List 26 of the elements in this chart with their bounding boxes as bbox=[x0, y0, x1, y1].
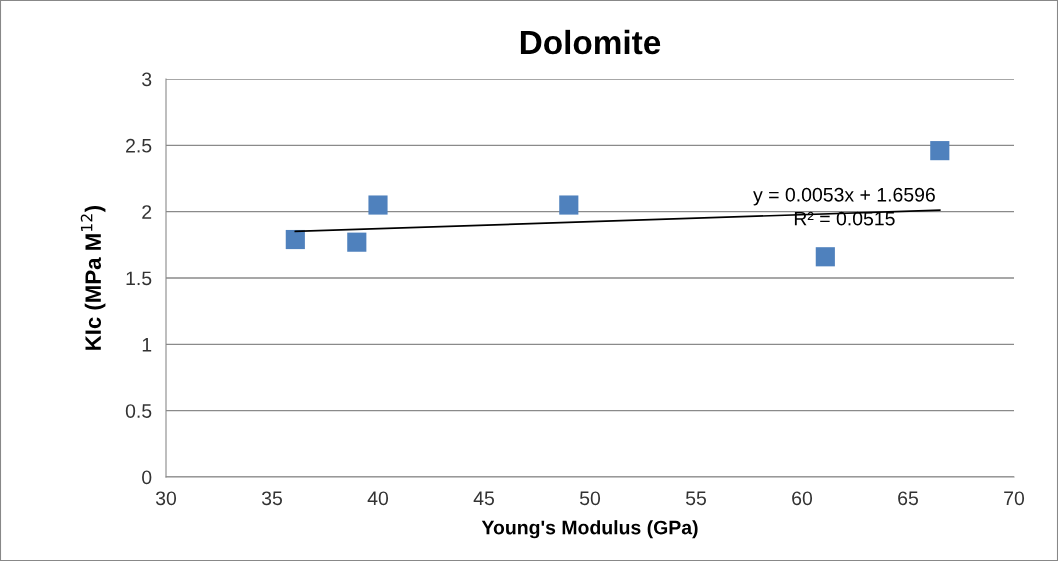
x-tick-label: 40 bbox=[367, 491, 389, 506]
y-axis-title: KIc (MPa M$^{12}$) bbox=[80, 205, 106, 350]
x-tick-label: 30 bbox=[155, 491, 177, 506]
x-tick-label: 60 bbox=[792, 491, 813, 506]
y-tick-label: 0.5 bbox=[125, 404, 152, 418]
y-tick-label: 3 bbox=[142, 72, 152, 87]
point bbox=[930, 141, 950, 161]
y-tick-label: 1 bbox=[142, 338, 152, 352]
point bbox=[368, 195, 388, 215]
y-tick-label: 2.5 bbox=[126, 138, 152, 153]
y-tick-label: 2 bbox=[142, 205, 152, 219]
x-tick-label: 55 bbox=[685, 491, 706, 506]
x-tick-label: 45 bbox=[473, 491, 494, 506]
point bbox=[815, 247, 835, 267]
x-tick-label: 70 bbox=[1004, 491, 1025, 506]
y-tick-label: 1.5 bbox=[126, 271, 152, 286]
x-tick-label: 35 bbox=[261, 491, 282, 506]
y-tick-label: 0 bbox=[142, 470, 152, 485]
x-axis-title: Young's Modulus (GPa) bbox=[481, 520, 698, 539]
point bbox=[347, 232, 367, 252]
x-tick-label: 65 bbox=[898, 491, 918, 506]
chart-title: Dolomite bbox=[520, 29, 661, 55]
x-tick-label: 50 bbox=[579, 491, 601, 506]
annotation: y = 0.0053x + 1.6596 bbox=[753, 187, 935, 206]
point bbox=[285, 229, 305, 250]
point bbox=[559, 195, 579, 215]
